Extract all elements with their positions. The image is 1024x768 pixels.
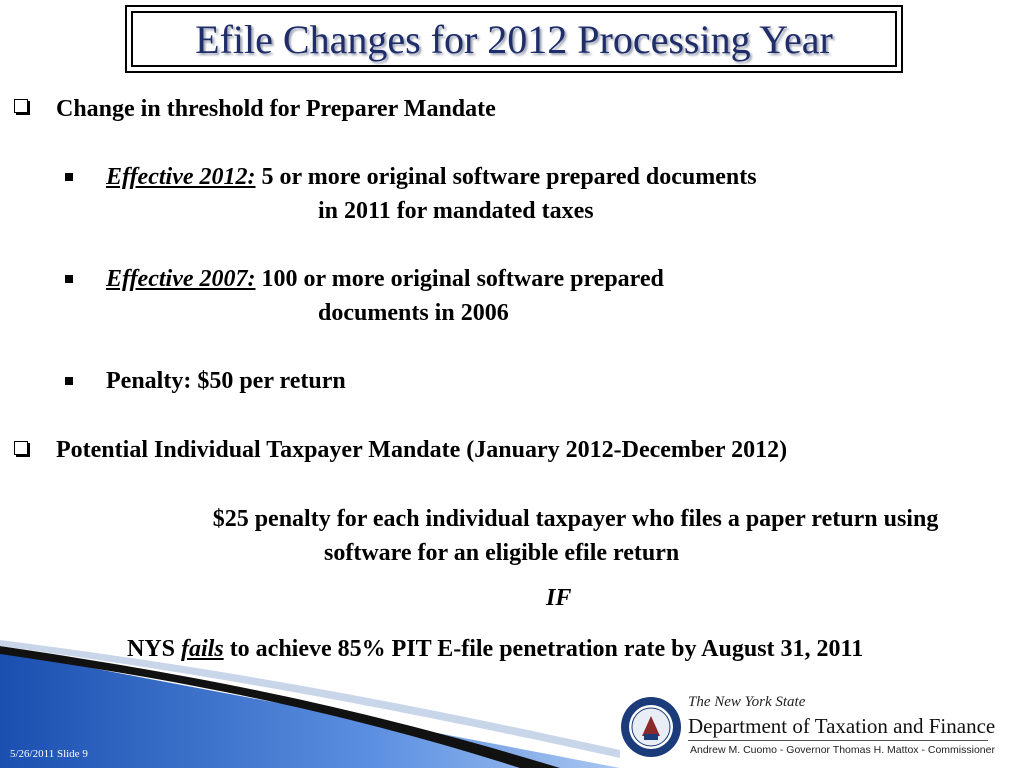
bullet1-line: Effective 2012: 5 or more original softw…	[106, 162, 757, 192]
dept-line1: The New York State	[688, 694, 806, 710]
bullet1-label: Effective 2012:	[106, 164, 256, 190]
title-inner-frame: Efile Changes for 2012 Processing Year	[131, 11, 897, 67]
condition-suffix: to achieve 85% PIT E-file penetration ra…	[223, 636, 864, 662]
title-frame: Efile Changes for 2012 Processing Year	[125, 5, 903, 73]
dept-line2: Department of Taxation and Finance	[688, 714, 996, 738]
dept-divider	[688, 740, 988, 741]
checkbox-bullet-icon	[14, 99, 28, 113]
bullet2-label: Effective 2007:	[106, 266, 256, 292]
condition-prefix: NYS	[127, 636, 182, 662]
footer-wave-graphic	[0, 640, 620, 768]
condition-line: NYS fails to achieve 85% PIT E-file pene…	[127, 634, 863, 664]
section2-heading: Potential Individual Taxpayer Mandate (J…	[56, 437, 788, 463]
section1-heading: Change in threshold for Preparer Mandate	[56, 96, 496, 122]
bullet3-text: Penalty: $50 per return	[106, 368, 346, 394]
if-text: IF	[546, 585, 572, 611]
square-bullet-icon	[65, 173, 73, 181]
dept-line3: Andrew M. Cuomo - Governor Thomas H. Mat…	[690, 744, 995, 756]
penalty-line1: $25 penalty for each individual taxpayer…	[212, 506, 939, 532]
square-bullet-icon	[65, 377, 73, 385]
bullet2-line: Effective 2007: 100 or more original sof…	[106, 264, 664, 294]
bullet1-text1: 5 or more original software prepared doc…	[255, 164, 757, 190]
checkbox-bullet-icon	[14, 441, 28, 455]
condition-emphasis: fails	[181, 636, 224, 662]
square-bullet-icon	[65, 275, 73, 283]
slide-title: Efile Changes for 2012 Processing Year	[195, 16, 833, 62]
bullet2-text1: 100 or more original software prepared	[255, 266, 664, 292]
bullet2-text2: documents in 2006	[318, 300, 509, 326]
slide-date-number: 5/26/2011 Slide 9	[10, 748, 88, 760]
penalty-line2: software for an eligible efile return	[324, 540, 680, 566]
bullet1-text2: in 2011 for mandated taxes	[318, 198, 594, 224]
nys-seal-icon	[621, 697, 681, 757]
